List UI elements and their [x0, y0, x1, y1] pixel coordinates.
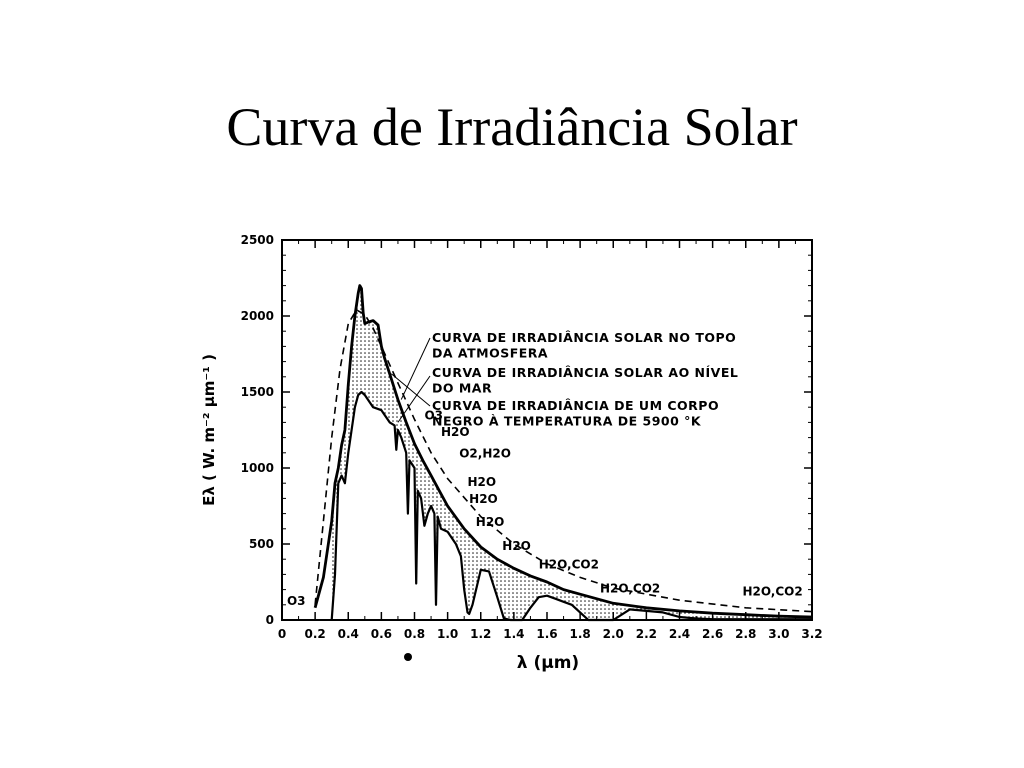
legend-line: CURVA DE IRRADIÂNCIA DE UM CORPO	[432, 398, 719, 413]
absorption-label: H2O	[476, 515, 505, 529]
absorption-label: O3	[287, 594, 306, 608]
legend-line: DO MAR	[432, 381, 492, 396]
y-tick-label: 1500	[241, 385, 274, 399]
x-tick-label: 3.0	[768, 627, 789, 641]
y-tick-label: 1000	[241, 461, 274, 475]
y-tick-label: 0	[266, 613, 274, 627]
x-tick-label: 1.2	[470, 627, 491, 641]
tick-group: 0 0.2 0.4 0.6 0.8 1.0 1.2 1.4 1.6 1.8 2.0 2.2 2.4 2.6…	[241, 233, 823, 641]
absorption-label: H2O	[441, 425, 470, 439]
series-line-3	[314, 309, 813, 613]
x-tick-label: 0	[278, 627, 286, 641]
absorption-label: H2O	[468, 475, 497, 489]
legend-leader	[390, 373, 431, 407]
x-tick-label: 0.2	[304, 627, 325, 641]
y-tick-label: 2500	[241, 233, 274, 247]
x-tick-label: 2.6	[702, 627, 723, 641]
x-axis-title: λ (μm)	[517, 653, 579, 673]
absorption-label: H2O	[469, 492, 498, 506]
x-tick-label: 2.0	[603, 627, 624, 641]
absorption-label: H2O,CO2	[742, 585, 802, 599]
y-tick-label: 500	[249, 537, 274, 551]
y-tick-label: 2000	[241, 309, 274, 323]
absorption-label: O2,H2O	[459, 446, 511, 460]
legend-line: CURVA DE IRRADIÂNCIA SOLAR AO NÍVEL	[432, 365, 738, 380]
series-line-2	[330, 390, 812, 622]
decorative-dot	[404, 653, 412, 661]
absorption-label: H2O,CO2	[600, 582, 660, 596]
y-axis-title: Eλ ( W. m⁻² μm⁻¹ )	[200, 354, 218, 506]
x-tick-label: 2.4	[669, 627, 690, 641]
x-tick-label: 1.4	[503, 627, 524, 641]
series-line-1	[313, 284, 813, 619]
x-tick-label: 2.8	[735, 627, 756, 641]
x-tick-label: 0.6	[371, 627, 392, 641]
series-group	[313, 284, 813, 622]
x-tick-label: 1.6	[536, 627, 557, 641]
x-tick-label: 1.8	[569, 627, 590, 641]
x-tick-label: 0.8	[404, 627, 425, 641]
legend-line: NEGRO À TEMPERATURA DE 5900 °K	[432, 414, 702, 429]
absorption-label: H2O,CO2	[539, 557, 599, 571]
legend-leader	[397, 375, 431, 423]
legend-line: DA ATMOSFERA	[432, 346, 548, 361]
slide-title: Curva de Irradiância Solar	[226, 97, 798, 157]
x-tick-label: 2.2	[636, 627, 657, 641]
legend-line: CURVA DE IRRADIÂNCIA SOLAR NO TOPO	[432, 330, 736, 345]
absorption-label: H2O	[502, 539, 531, 553]
x-tick-label: 0.4	[338, 627, 359, 641]
x-tick-label: 1.0	[437, 627, 458, 641]
absorption-label: O3	[424, 408, 443, 422]
legend-leader	[400, 337, 431, 400]
x-tick-label: 3.2	[801, 627, 822, 641]
